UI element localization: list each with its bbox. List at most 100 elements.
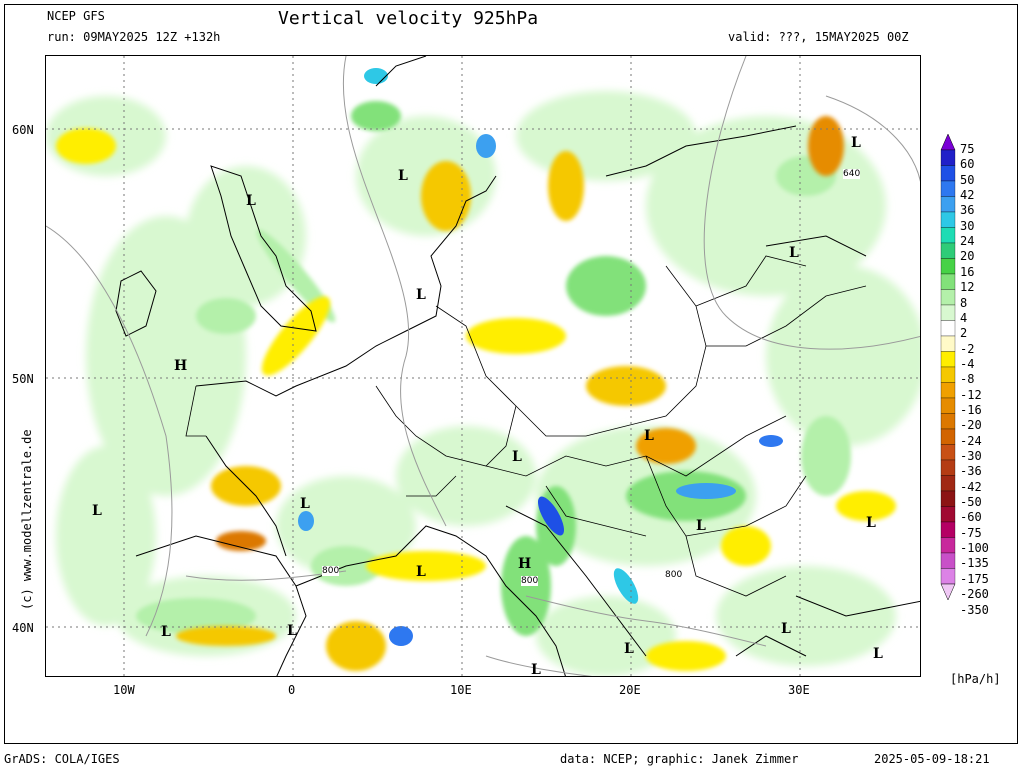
low-pressure-label: L: [851, 135, 861, 151]
colorbar-level-label: -20: [960, 418, 982, 433]
timestamp: 2025-05-09-18:21: [874, 752, 990, 766]
contour-label: 800: [521, 576, 539, 586]
colorbar-level-label: -36: [960, 464, 982, 479]
colorbar-swatch: [940, 149, 956, 166]
colorbar-level-label: -4: [960, 356, 975, 371]
colorbar-swatch: [940, 568, 956, 585]
map-panel: L L L L L H L L L L L L H L L L L L L L …: [45, 55, 921, 677]
high-pressure-label: H: [174, 358, 188, 374]
colorbar-swatches: [940, 133, 956, 601]
colorbar-level-label: 50: [960, 172, 975, 187]
colorbar-swatch: [940, 196, 956, 213]
unit-label: [hPa/h]: [950, 672, 1001, 686]
colorbar-level-label: -16: [960, 402, 982, 417]
colorbar-level-label: 8: [960, 295, 968, 310]
lon-tick-30e: 30E: [788, 683, 810, 697]
colorbar-swatch: [940, 490, 956, 507]
country-borders: [185, 255, 867, 597]
colorbar-level-label: 30: [960, 218, 975, 233]
colorbar-level-label: 24: [960, 234, 975, 249]
colorbar-swatch: [940, 242, 956, 259]
colorbar-level-label: -350: [960, 602, 989, 617]
colorbar-swatch: [940, 366, 956, 383]
run-label: run: 09MAY2025 12Z +132h: [47, 30, 221, 44]
colorbar-level-label: 42: [960, 188, 975, 203]
colorbar-level-label: -60: [960, 510, 982, 525]
low-pressure-label: L: [287, 623, 297, 639]
colorbar-level-label: -8: [960, 372, 975, 387]
colorbar-swatch: [940, 335, 956, 352]
colorbar-level-label: 16: [960, 264, 975, 279]
low-pressure-label: L: [92, 503, 102, 519]
colorbar-swatch: [940, 382, 956, 399]
low-pressure-label: L: [644, 428, 654, 444]
software-credit: GrADS: COLA/IGES: [4, 752, 120, 766]
colorbar-level-label: 2: [960, 326, 968, 341]
coastlines: [115, 56, 920, 676]
colorbar-swatch: [940, 180, 956, 197]
colorbar-level-label: 75: [960, 142, 975, 156]
colorbar-level-label: 12: [960, 280, 975, 295]
colorbar-swatch: [940, 537, 956, 554]
lon-tick-10w: 10W: [113, 683, 135, 697]
colorbar-level-label: 4: [960, 310, 968, 325]
ascent-field-light: [46, 91, 920, 676]
colorbar-level-label: -24: [960, 433, 982, 448]
colorbar-level-label: -175: [960, 571, 989, 586]
lon-tick-0: 0: [288, 683, 296, 697]
vertical-velocity-field: [46, 56, 920, 676]
colorbar-swatch: [940, 444, 956, 461]
colorbar-swatch: [940, 273, 956, 290]
colorbar-swatch: [940, 165, 956, 182]
lon-tick-10e: 10E: [450, 683, 472, 697]
low-pressure-label: L: [789, 245, 799, 261]
colorbar-swatch: [940, 552, 956, 569]
lat-tick-60n: 60N: [12, 123, 34, 137]
colorbar-swatch: [940, 459, 956, 476]
colorbar-level-label: 60: [960, 157, 975, 172]
copyright-label: (c) www.modellzentrale.de: [20, 429, 34, 610]
colorbar-top-arrow: [940, 133, 956, 151]
contour-label: 800: [665, 570, 683, 580]
colorbar-swatch: [940, 320, 956, 337]
data-credit: data: NCEP; graphic: Janek Zimmer: [560, 752, 799, 766]
colorbar-swatch: [940, 289, 956, 306]
colorbar-swatch: [940, 227, 956, 244]
plot-frame: [4, 4, 1018, 744]
colorbar-level-label: -2: [960, 341, 975, 356]
colorbar-level-label: -260: [960, 587, 989, 602]
colorbar-level-label: -12: [960, 387, 982, 402]
colorbar-swatch: [940, 211, 956, 228]
colorbar-level-label: -42: [960, 479, 982, 494]
colorbar-level-label: -75: [960, 525, 982, 540]
low-pressure-label: L: [416, 564, 426, 580]
low-pressure-label: L: [781, 621, 791, 637]
colorbar-level-label: -50: [960, 495, 982, 510]
low-pressure-label: L: [416, 287, 426, 303]
low-pressure-label: L: [398, 168, 408, 184]
lat-tick-40n: 40N: [12, 621, 34, 635]
colorbar-swatch: [940, 304, 956, 321]
colorbar-swatch: [940, 506, 956, 523]
colorbar-level-label: -135: [960, 556, 989, 571]
colorbar-level-label: 20: [960, 249, 975, 264]
low-pressure-label: L: [246, 193, 256, 209]
colorbar-level-label: -100: [960, 541, 989, 556]
colorbar-swatch: [940, 351, 956, 368]
contour-label: 640: [843, 169, 861, 179]
colorbar-swatch: [940, 413, 956, 430]
colorbar-swatch: [940, 397, 956, 414]
low-pressure-label: L: [512, 449, 522, 465]
low-pressure-label: L: [873, 646, 883, 662]
colorbar-level-label: -30: [960, 449, 982, 463]
colorbar-swatch: [940, 428, 956, 445]
model-label: NCEP GFS: [47, 9, 105, 23]
valid-time-label: valid: ???, 15MAY2025 00Z: [728, 30, 909, 44]
low-pressure-label: L: [531, 662, 541, 677]
lat-tick-50n: 50N: [12, 372, 34, 386]
descent-field: [56, 116, 896, 671]
low-pressure-label: L: [300, 496, 310, 512]
low-pressure-label: L: [696, 518, 706, 534]
colorbar-swatch: [940, 258, 956, 275]
low-pressure-label: L: [161, 624, 171, 640]
